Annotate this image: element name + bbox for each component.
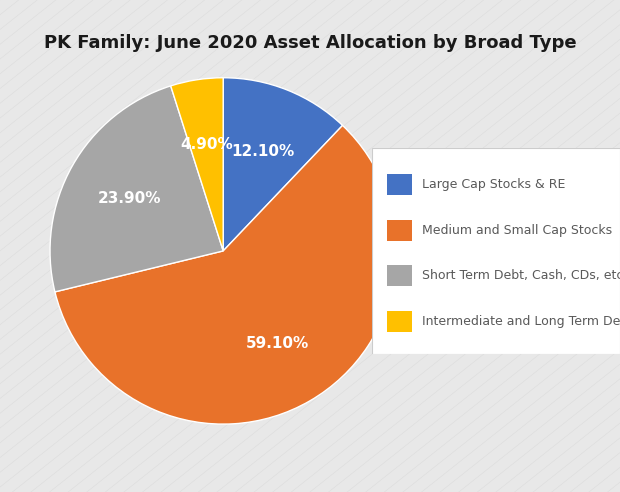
Text: 23.90%: 23.90% (98, 191, 161, 206)
Wedge shape (223, 78, 342, 251)
Text: 59.10%: 59.10% (246, 337, 309, 351)
FancyBboxPatch shape (372, 148, 620, 354)
Text: Large Cap Stocks & RE: Large Cap Stocks & RE (422, 178, 565, 191)
Text: 12.10%: 12.10% (231, 144, 294, 159)
Bar (387, 175, 412, 195)
Bar (387, 265, 412, 286)
Text: Intermediate and Long Term Debt: Intermediate and Long Term Debt (422, 315, 620, 328)
Wedge shape (50, 86, 223, 292)
Text: 4.90%: 4.90% (180, 137, 233, 153)
Bar (387, 311, 412, 332)
Text: Medium and Small Cap Stocks: Medium and Small Cap Stocks (422, 224, 612, 237)
Text: Short Term Debt, Cash, CDs, etc.: Short Term Debt, Cash, CDs, etc. (422, 269, 620, 282)
Wedge shape (55, 125, 396, 424)
Wedge shape (170, 78, 223, 251)
Bar (387, 220, 412, 241)
Text: PK Family: June 2020 Asset Allocation by Broad Type: PK Family: June 2020 Asset Allocation by… (43, 34, 577, 53)
